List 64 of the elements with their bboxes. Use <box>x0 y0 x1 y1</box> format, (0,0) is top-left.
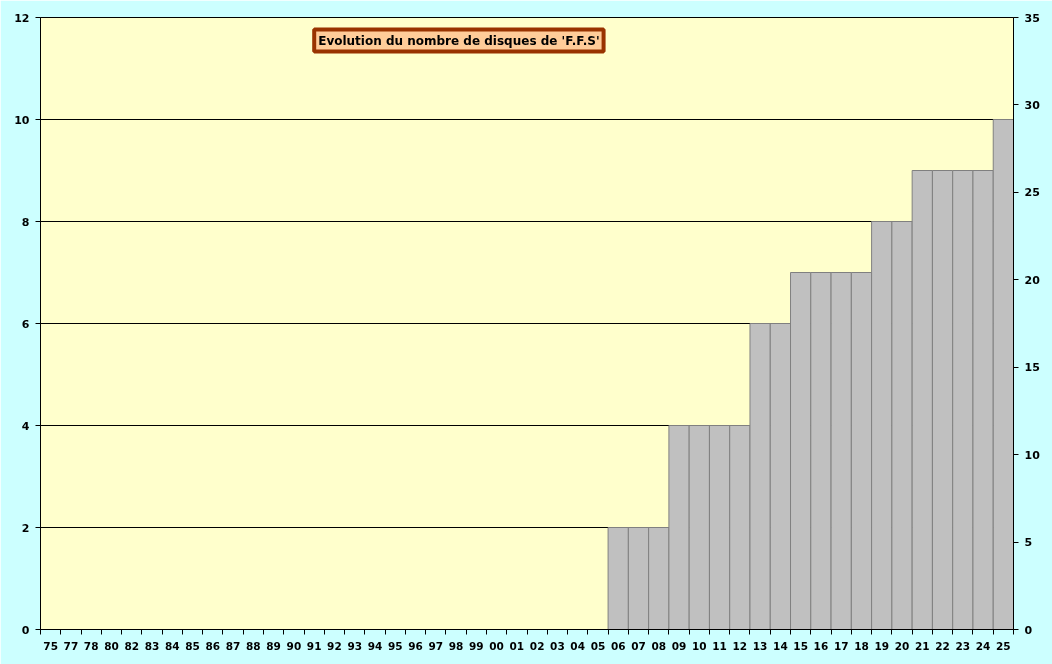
x-tick-label: 91 <box>306 639 322 652</box>
x-tick-label: 94 <box>367 639 383 652</box>
x-tick-label: 00 <box>489 639 504 652</box>
x-tick-label: 82 <box>124 639 140 652</box>
x-tick-label: 06 <box>610 639 626 652</box>
x-tick-label: 04 <box>570 639 585 652</box>
x-tick-label: 90 <box>286 639 302 652</box>
x-tick-label: 97 <box>428 639 444 652</box>
y2-tick-label: 35 <box>1024 11 1040 25</box>
x-tick-label: 16 <box>813 639 829 652</box>
x-tick-label: 14 <box>773 639 788 652</box>
x-tick-label: 05 <box>590 639 606 652</box>
y-tick-label: 6 <box>21 317 30 331</box>
x-tick-label: 92 <box>327 639 342 652</box>
x-tick-label: 77 <box>63 639 79 652</box>
x-tick-label: 08 <box>651 639 667 652</box>
x-tick-label: 78 <box>83 639 99 652</box>
x-tick-label: 84 <box>164 639 180 652</box>
y-tick-label: 8 <box>21 215 30 229</box>
x-tick-label: 15 <box>793 639 808 652</box>
x-tick-label: 17 <box>833 639 849 652</box>
y-tick-label: 2 <box>21 521 30 535</box>
x-tick-label: 07 <box>631 639 646 652</box>
x-tick-label: 83 <box>144 639 160 652</box>
x-tick-label: 93 <box>347 639 363 652</box>
y2-tick-label: 15 <box>1024 361 1040 375</box>
y2-tick-label: 5 <box>1024 536 1033 550</box>
x-tick-label: 09 <box>671 639 687 652</box>
x-tick-label: 96 <box>408 639 423 652</box>
x-tick-label: 18 <box>854 639 869 652</box>
x-tick-label: 88 <box>246 639 261 652</box>
x-tick-label: 02 <box>529 639 545 652</box>
x-tick-label: 21 <box>914 639 930 652</box>
y2-tick-label: 30 <box>1024 98 1041 112</box>
x-tick-label: 98 <box>448 639 464 652</box>
x-tick-label: 80 <box>104 639 119 652</box>
x-tick-label: 12 <box>732 639 748 652</box>
x-tick-label: 13 <box>752 639 768 652</box>
y2-tick-label: 10 <box>1024 448 1041 462</box>
x-tick-label: 19 <box>874 639 890 652</box>
y2-tick-label: 0 <box>1024 623 1033 637</box>
x-tick-label: 01 <box>509 639 525 652</box>
x-tick-label: 75 <box>43 639 58 652</box>
x-tick-label: 89 <box>266 639 281 652</box>
x-tick-label: 11 <box>712 639 727 652</box>
y-tick-label: 12 <box>14 11 30 25</box>
x-tick-label: 20 <box>894 639 910 652</box>
y-tick-label: 4 <box>21 419 30 433</box>
x-tick-label: 87 <box>225 639 241 652</box>
y-tick-label: 0 <box>21 623 30 637</box>
y2-tick-label: 25 <box>1024 186 1040 200</box>
x-tick-label: 99 <box>469 639 484 652</box>
x-tick-label: 95 <box>387 639 403 652</box>
x-tick-label: 25 <box>996 639 1011 652</box>
x-tick-label: 24 <box>975 639 991 652</box>
y2-tick-label: 20 <box>1024 273 1041 287</box>
x-tick-label: 10 <box>692 639 707 652</box>
x-tick-label: 85 <box>185 639 200 652</box>
x-tick-label: 22 <box>935 639 950 652</box>
text: Evolution du nombre de disques de 'F.F.S' <box>318 33 600 48</box>
x-tick-label: 86 <box>205 639 221 652</box>
x-tick-label: 23 <box>955 639 971 652</box>
y-tick-label: 10 <box>14 113 30 127</box>
x-tick-label: 03 <box>550 639 565 652</box>
